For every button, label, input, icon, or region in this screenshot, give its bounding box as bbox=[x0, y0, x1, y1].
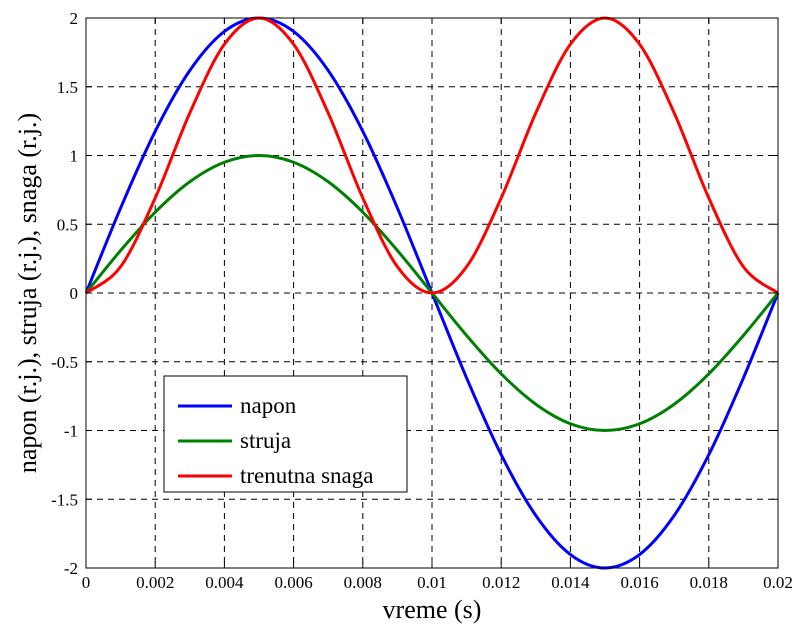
y-tick-label: 1.5 bbox=[57, 78, 78, 97]
y-tick-label: -0.5 bbox=[51, 353, 78, 372]
legend-box bbox=[163, 375, 408, 493]
tick-labels: 0 0.002 0.004 0.006 0.008 0.01 0.012 0.014 0.016… bbox=[51, 9, 793, 592]
legend: napon struja trenutna snaga bbox=[163, 375, 408, 493]
x-tick-label: 0.004 bbox=[205, 573, 244, 592]
y-tick-label: -1 bbox=[64, 422, 78, 441]
x-tick-label: 0.02 bbox=[763, 573, 793, 592]
x-axis-label: vreme (s) bbox=[383, 595, 482, 624]
x-tick-label: 0.01 bbox=[417, 573, 447, 592]
y-tick-label: 1 bbox=[70, 147, 79, 166]
legend-label-napon: napon bbox=[240, 393, 297, 418]
series-group bbox=[84, 16, 780, 570]
y-axis-label: napon (r.j.), struja (r.j.), snaga (r.j.… bbox=[13, 113, 42, 473]
x-tick-label: 0.008 bbox=[344, 573, 382, 592]
x-tick-label: 0.016 bbox=[620, 573, 658, 592]
y-tick-label: 0.5 bbox=[57, 215, 78, 234]
x-tick-label: 0.018 bbox=[690, 573, 728, 592]
y-tick-label: 2 bbox=[70, 9, 79, 28]
x-tick-label: 0.006 bbox=[274, 573, 312, 592]
ticks bbox=[85, 17, 779, 569]
x-tick-label: 0.002 bbox=[136, 573, 174, 592]
x-tick-label: 0.014 bbox=[551, 573, 590, 592]
legend-label-struja: struja bbox=[240, 428, 291, 453]
y-tick-label: -1.5 bbox=[51, 490, 78, 509]
y-tick-label: 0 bbox=[70, 284, 79, 303]
x-tick-label: 0 bbox=[82, 573, 91, 592]
series-line-trenutna-snaga bbox=[85, 16, 779, 295]
y-tick-label: -2 bbox=[64, 559, 78, 578]
x-tick-label: 0.012 bbox=[482, 573, 520, 592]
legend-label-trenutna-snaga: trenutna snaga bbox=[240, 463, 373, 488]
